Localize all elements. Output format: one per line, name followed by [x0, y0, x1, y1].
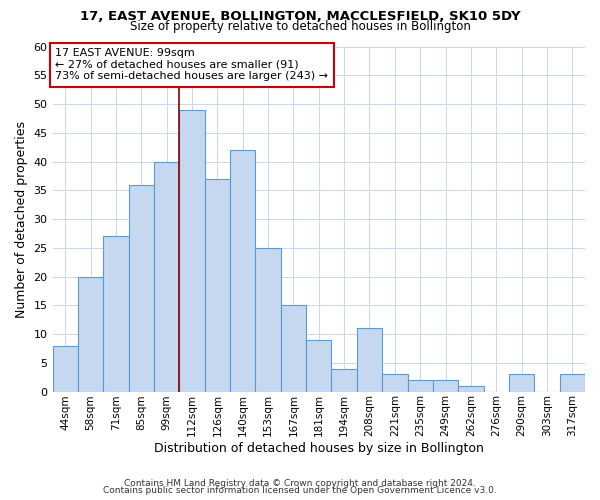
Bar	[458, 386, 484, 392]
X-axis label: Distribution of detached houses by size in Bollington: Distribution of detached houses by size …	[154, 442, 484, 455]
Bar	[281, 306, 306, 392]
Bar	[78, 276, 103, 392]
Text: 17 EAST AVENUE: 99sqm
← 27% of detached houses are smaller (91)
73% of semi-deta: 17 EAST AVENUE: 99sqm ← 27% of detached …	[55, 48, 328, 82]
Bar	[230, 150, 256, 392]
Bar	[103, 236, 128, 392]
Text: Contains public sector information licensed under the Open Government Licence v3: Contains public sector information licen…	[103, 486, 497, 495]
Bar	[382, 374, 407, 392]
Bar	[256, 248, 281, 392]
Bar	[205, 179, 230, 392]
Bar	[154, 162, 179, 392]
Y-axis label: Number of detached properties: Number of detached properties	[15, 120, 28, 318]
Text: 17, EAST AVENUE, BOLLINGTON, MACCLESFIELD, SK10 5DY: 17, EAST AVENUE, BOLLINGTON, MACCLESFIEL…	[80, 10, 520, 23]
Text: Size of property relative to detached houses in Bollington: Size of property relative to detached ho…	[130, 20, 470, 33]
Bar	[407, 380, 433, 392]
Bar	[560, 374, 585, 392]
Bar	[179, 110, 205, 392]
Bar	[357, 328, 382, 392]
Text: Contains HM Land Registry data © Crown copyright and database right 2024.: Contains HM Land Registry data © Crown c…	[124, 478, 476, 488]
Bar	[509, 374, 534, 392]
Bar	[306, 340, 331, 392]
Bar	[53, 346, 78, 392]
Bar	[433, 380, 458, 392]
Bar	[331, 368, 357, 392]
Bar	[128, 184, 154, 392]
